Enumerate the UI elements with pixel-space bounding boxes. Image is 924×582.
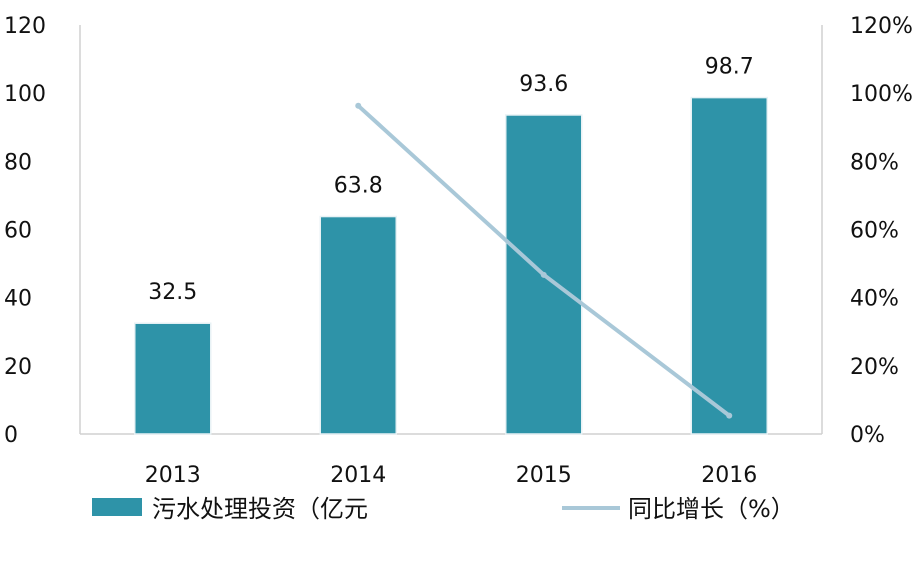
legend-line-label: 同比增长（%）: [628, 495, 795, 523]
left-tick-label: 0: [4, 423, 18, 448]
bar: [134, 322, 212, 435]
left-tick-label: 100: [4, 82, 46, 107]
line-point: [540, 271, 547, 278]
left-tick-label: 80: [4, 150, 32, 175]
right-tick-label: 20%: [850, 355, 899, 380]
left-tick-label: 40: [4, 287, 32, 312]
bar-data-label: 93.6: [519, 72, 568, 97]
right-axis-ticks: 0% 20% 40% 60% 80% 100% 120%: [850, 14, 913, 448]
left-tick-label: 20: [4, 355, 32, 380]
bar-data-label: 63.8: [334, 174, 383, 199]
left-tick-label: 60: [4, 219, 32, 244]
right-tick-label: 40%: [850, 287, 899, 312]
line-series: [355, 102, 733, 419]
left-tick-label: 120: [4, 14, 46, 39]
legend: 污水处理投资（亿元 同比增长（%）: [92, 495, 795, 523]
right-tick-label: 120%: [850, 14, 913, 39]
x-tick-label: 2013: [145, 463, 201, 488]
right-tick-label: 60%: [850, 219, 899, 244]
legend-bar-swatch: [92, 498, 142, 516]
legend-bar-label: 污水处理投资（亿元: [152, 495, 368, 523]
bar-data-label: 32.5: [148, 280, 197, 305]
right-tick-label: 0%: [850, 423, 885, 448]
x-tick-label: 2014: [330, 463, 386, 488]
left-axis-ticks: 0 20 40 60 80 100 120: [4, 14, 46, 448]
bar: [319, 215, 397, 435]
bar-data-labels: 32.5 63.8 93.6 98.7: [148, 55, 753, 306]
line-point: [726, 412, 733, 419]
x-tick-label: 2016: [701, 463, 757, 488]
bar-series: [134, 96, 768, 435]
x-tick-label: 2015: [516, 463, 572, 488]
x-axis-ticks: 2013 2014 2015 2016: [145, 463, 758, 488]
right-tick-label: 100%: [850, 82, 913, 107]
line-point: [355, 102, 362, 109]
right-tick-label: 80%: [850, 150, 899, 175]
bar: [690, 96, 768, 435]
bar-data-label: 98.7: [705, 55, 754, 80]
